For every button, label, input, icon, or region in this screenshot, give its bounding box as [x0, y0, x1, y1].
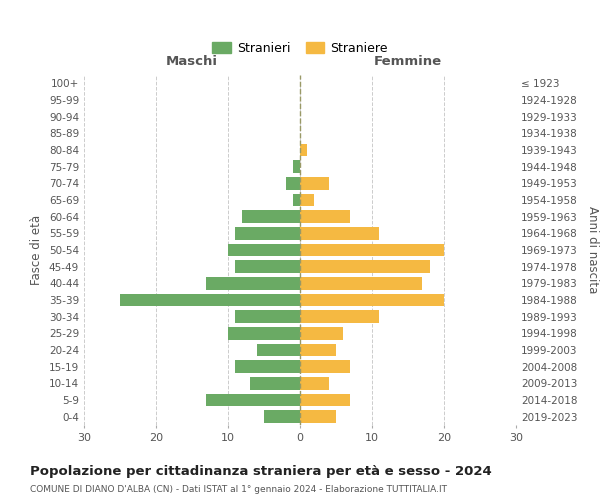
- Bar: [300, 144, 307, 156]
- Bar: [300, 277, 422, 289]
- Bar: [300, 310, 379, 323]
- Bar: [300, 244, 444, 256]
- Text: Popolazione per cittadinanza straniera per età e sesso - 2024: Popolazione per cittadinanza straniera p…: [30, 465, 492, 478]
- Bar: [300, 177, 329, 190]
- Bar: [257, 344, 300, 356]
- Bar: [250, 377, 300, 390]
- Bar: [235, 310, 300, 323]
- Bar: [120, 294, 300, 306]
- Y-axis label: Fasce di età: Fasce di età: [31, 215, 43, 285]
- Bar: [206, 277, 300, 289]
- Bar: [228, 244, 300, 256]
- Bar: [300, 394, 350, 406]
- Bar: [300, 260, 430, 273]
- Legend: Stranieri, Straniere: Stranieri, Straniere: [206, 36, 394, 62]
- Bar: [293, 194, 300, 206]
- Bar: [300, 327, 343, 340]
- Bar: [235, 360, 300, 373]
- Text: Maschi: Maschi: [166, 55, 218, 68]
- Bar: [300, 377, 329, 390]
- Bar: [300, 194, 314, 206]
- Bar: [300, 210, 350, 223]
- Bar: [206, 394, 300, 406]
- Bar: [300, 410, 336, 423]
- Y-axis label: Anni di nascita: Anni di nascita: [586, 206, 599, 294]
- Bar: [300, 360, 350, 373]
- Bar: [286, 177, 300, 190]
- Text: COMUNE DI DIANO D'ALBA (CN) - Dati ISTAT al 1° gennaio 2024 - Elaborazione TUTTI: COMUNE DI DIANO D'ALBA (CN) - Dati ISTAT…: [30, 485, 447, 494]
- Bar: [300, 344, 336, 356]
- Bar: [264, 410, 300, 423]
- Bar: [242, 210, 300, 223]
- Bar: [300, 294, 444, 306]
- Text: Femmine: Femmine: [374, 55, 442, 68]
- Bar: [235, 260, 300, 273]
- Bar: [228, 327, 300, 340]
- Bar: [300, 227, 379, 239]
- Bar: [293, 160, 300, 173]
- Bar: [235, 227, 300, 239]
